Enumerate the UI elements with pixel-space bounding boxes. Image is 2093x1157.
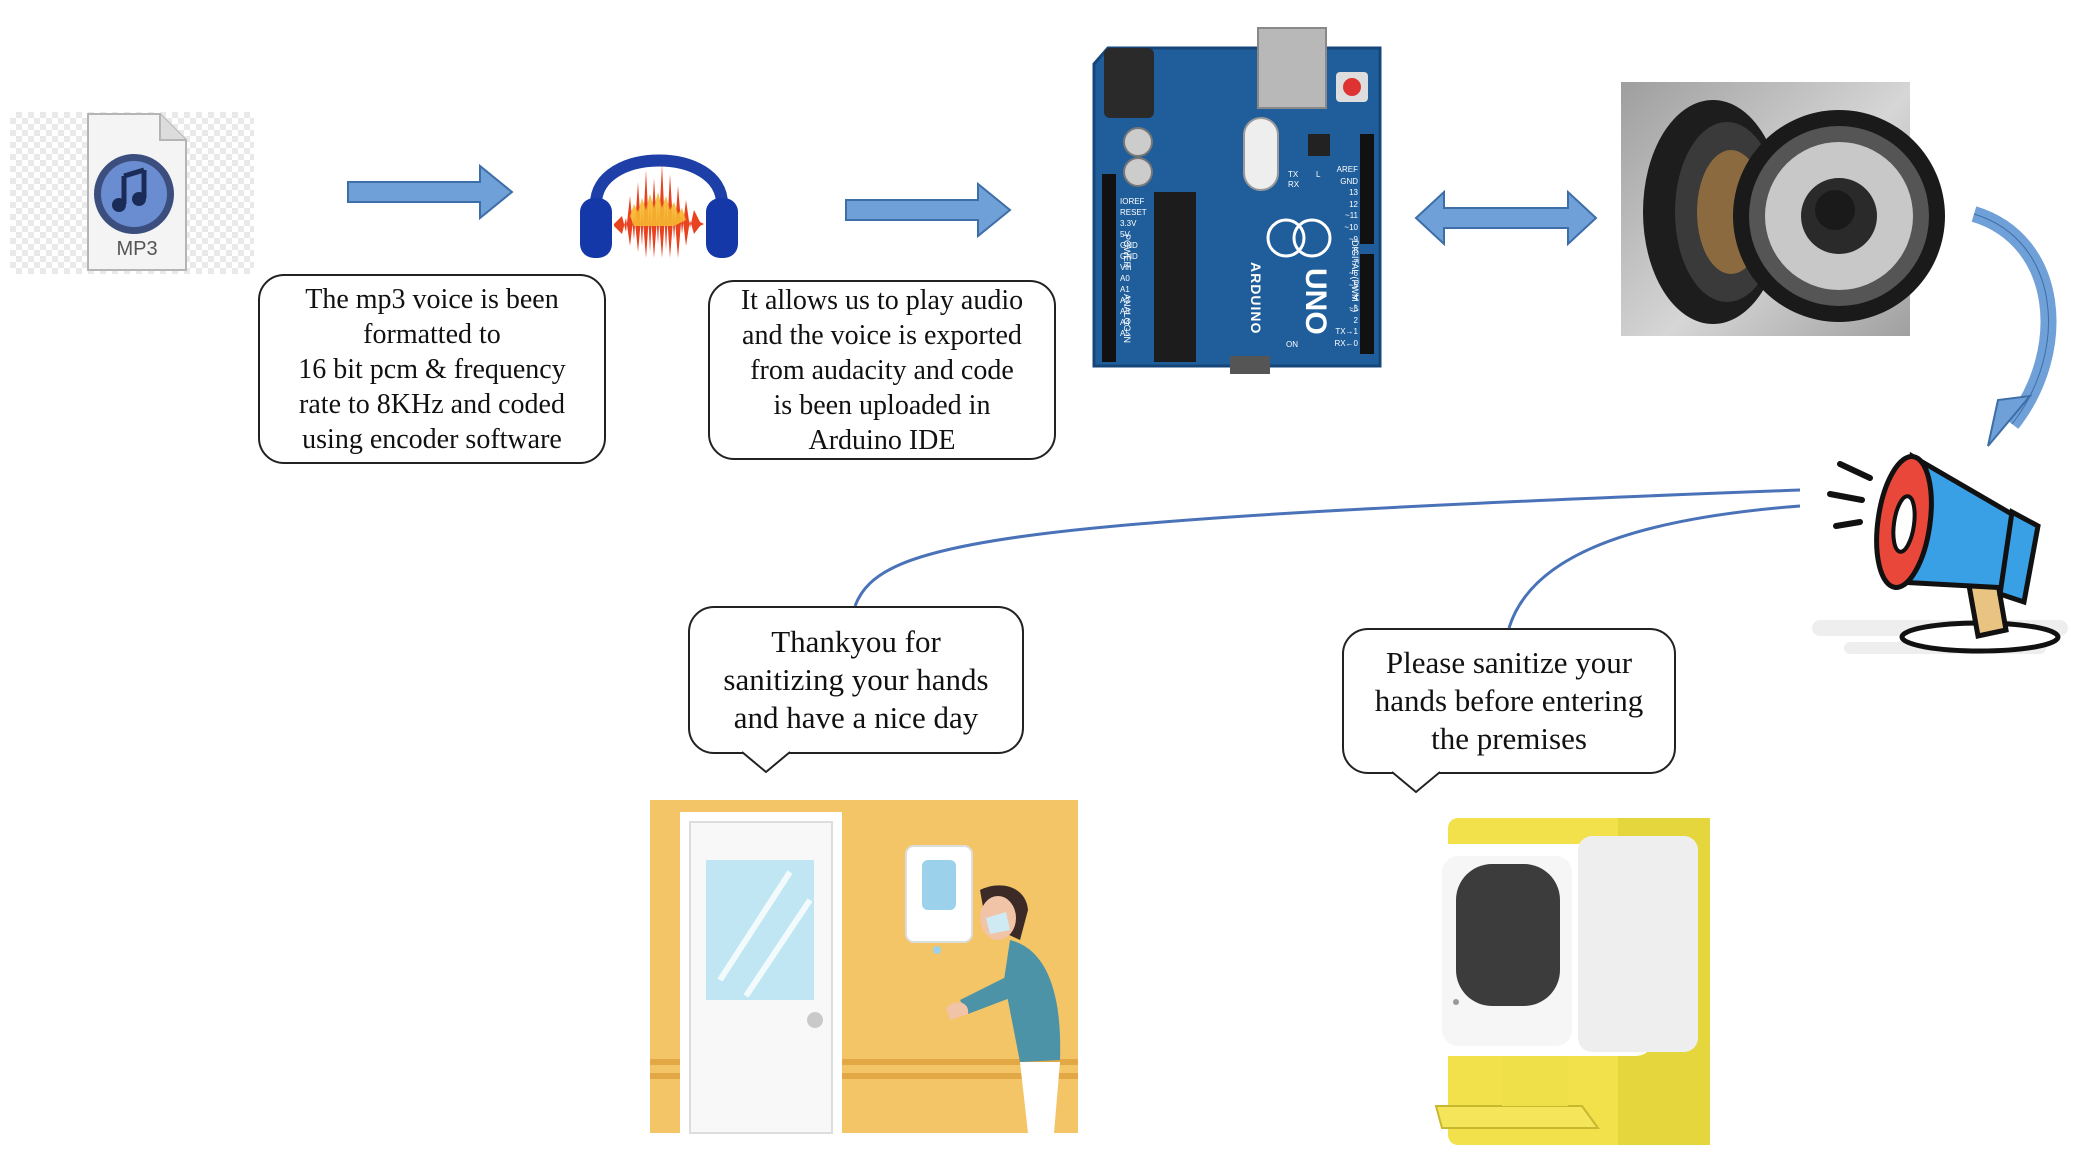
- arduino-pin-label: Vin: [1120, 263, 1132, 272]
- please-sanitize-speech-bubble: Please sanitize your hands before enteri…: [1342, 628, 1676, 774]
- speakers-node: [1621, 82, 1945, 336]
- arduino-pin-label: A4: [1120, 318, 1130, 327]
- arduino-on-label: ON: [1286, 340, 1298, 349]
- arduino-pin-label: A1: [1120, 285, 1130, 294]
- arduino-pin-label: ~3: [1348, 304, 1358, 314]
- arduino-pin-label: 13: [1349, 188, 1358, 198]
- connector-to-thankyou: [853, 488, 1801, 607]
- arduino-pin-label: A0: [1120, 274, 1130, 283]
- please-bubble-tail: [1391, 768, 1441, 794]
- arduino-tx-label: TX: [1288, 170, 1299, 179]
- thankyou-bubble-tail: [741, 748, 791, 774]
- arduino-pin-label: A2: [1120, 296, 1130, 305]
- audacity-description-callout: It allows us to play audio and the voice…: [708, 280, 1056, 460]
- arduino-pin-label: TX→1: [1335, 327, 1358, 337]
- arduino-pin-label: AREF: [1336, 165, 1358, 174]
- arduino-pin-label: GND: [1340, 176, 1358, 186]
- arduino-pin-label: 3.3V: [1120, 219, 1137, 228]
- please-sanitize-message: Please sanitize your hands before enteri…: [1374, 645, 1644, 756]
- megaphone-node: [1800, 430, 2093, 680]
- thankyou-speech-bubble: Thankyou for sanitizing your hands and h…: [688, 606, 1024, 754]
- speakers-icon: [1643, 100, 1945, 324]
- arduino-pin-label: ~5: [1348, 280, 1358, 290]
- arrow-speakers-to-megaphone: [1971, 206, 2057, 447]
- arduino-pin-label: ~6: [1348, 269, 1358, 279]
- sanitizer-dispenser-graphic: [1432, 818, 1710, 1145]
- mp3-label: MP3: [116, 238, 158, 260]
- arduino-pin-label: 8: [1353, 246, 1358, 256]
- arduino-pin-label: ~11: [1345, 211, 1358, 221]
- arduino-rx-label: RX: [1288, 180, 1300, 189]
- arrow-mp3-to-audacity: [347, 163, 514, 221]
- arduino-right-header-labels: AREF GND 13 12 ~11 ~10 ~9 8 7 ~6 ~5 4 ~3 2 TX→1 RX←0: [1324, 164, 1358, 350]
- arduino-pin-label: RX←0: [1334, 338, 1358, 348]
- arduino-pin-label: 2: [1353, 315, 1358, 325]
- arduino-pin-label: 12: [1349, 199, 1358, 209]
- arduino-pin-label: ~10: [1344, 222, 1358, 232]
- arduino-pin-label: 5V: [1120, 230, 1130, 239]
- arduino-uno-board: ARDUINO UNO DIGITAL (PWM ~) POWER ANALOG…: [1090, 27, 1386, 374]
- megaphone-icon: [1812, 451, 2068, 654]
- arduino-pin-label: A3: [1120, 307, 1130, 316]
- arduino-pin-label: GND: [1120, 241, 1138, 250]
- thankyou-message: Thankyou for sanitizing your hands and h…: [723, 624, 989, 735]
- arduino-pin-label: RESET: [1120, 208, 1147, 217]
- person-sanitizing-graphic: [650, 812, 1078, 1134]
- mp3-file-icon: [87, 113, 187, 271]
- arduino-pin-label: 7: [1353, 257, 1358, 267]
- arrow-audacity-to-arduino: [845, 181, 1012, 239]
- encoding-description-text: The mp3 voice is been formatted to 16 bi…: [298, 283, 566, 455]
- audacity-headphones-icon: [580, 154, 738, 258]
- connector-to-please: [1507, 504, 1801, 629]
- arduino-pin-label: ~9: [1348, 234, 1358, 244]
- audacity-description-text: It allows us to play audio and the voice…: [740, 284, 1024, 456]
- mp3-file-node: MP3: [10, 112, 254, 274]
- arduino-pin-label: A5: [1120, 329, 1130, 338]
- sanitizer-dispenser-illustration: [1428, 818, 1710, 1145]
- arduino-pin-label: IOREF: [1120, 197, 1145, 206]
- arduino-board-graphic: [1092, 27, 1382, 374]
- arduino-left-header-labels: IOREF RESET 3.3V 5V GND GND Vin A0 A1 A2 A3 A4 A5: [1120, 196, 1147, 339]
- arduino-l-label: L: [1316, 170, 1321, 179]
- encoding-description-callout: The mp3 voice is been formatted to 16 bi…: [258, 274, 606, 464]
- arduino-pin-label: 4: [1353, 292, 1358, 302]
- person-sanitizing-illustration: [650, 800, 1078, 1134]
- arduino-pin-label: GND: [1120, 252, 1138, 261]
- arrow-arduino-speakers-bidirectional: [1414, 189, 1598, 247]
